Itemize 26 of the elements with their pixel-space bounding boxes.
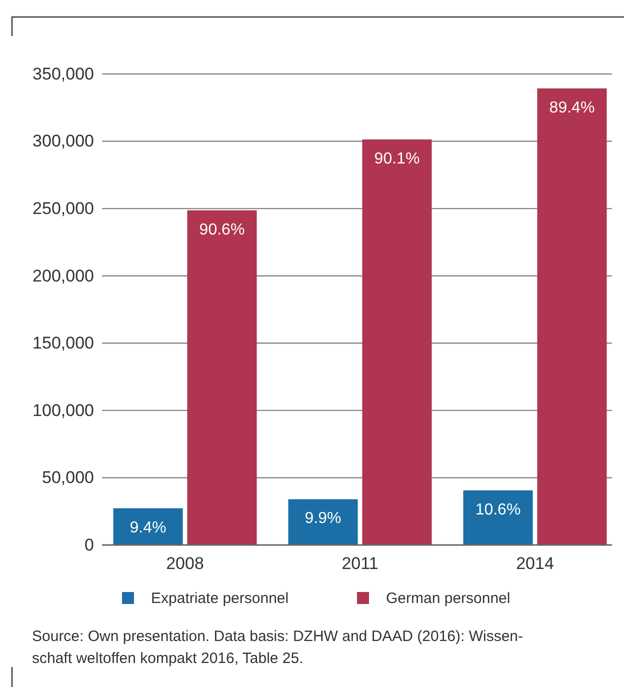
legend-label: German personnel <box>386 590 510 607</box>
y-tick-label: 100,000 <box>32 400 94 420</box>
bar <box>362 139 432 545</box>
bar <box>288 499 358 545</box>
annotation: 89.4% <box>549 99 595 116</box>
bar <box>537 88 607 545</box>
annotation: 9.4% <box>130 519 166 536</box>
bar <box>463 490 533 545</box>
annotation: 90.6% <box>199 221 245 238</box>
y-tick-label: 300,000 <box>32 132 94 151</box>
x-tick-label: 2008 <box>166 554 204 574</box>
bar <box>113 508 183 545</box>
y-tick-label: 250,000 <box>32 199 94 218</box>
annotation: 9.9% <box>304 510 342 528</box>
legend-label: Expatriate personnel <box>151 590 289 607</box>
x-tick-label: 2014 <box>516 554 554 574</box>
y-tick-label: 150,000 <box>32 334 94 353</box>
y-tick-label: 200,000 <box>32 266 94 286</box>
x-tick-label: 2011 <box>342 554 378 574</box>
y-tick-label: 0 <box>84 535 94 554</box>
y-tick-label: 350,000 <box>32 64 94 84</box>
annotation: 10.6% <box>475 501 521 518</box>
y-tick-label: 50,000 <box>42 468 94 488</box>
bar <box>187 210 257 545</box>
annotation: 90.1% <box>374 150 420 168</box>
source-note: Source: Own presentation. Data basis: DZHW and DAAD (2016): Wissen- schaft weltoffen kompakt 2016, Table 25. <box>32 628 524 667</box>
